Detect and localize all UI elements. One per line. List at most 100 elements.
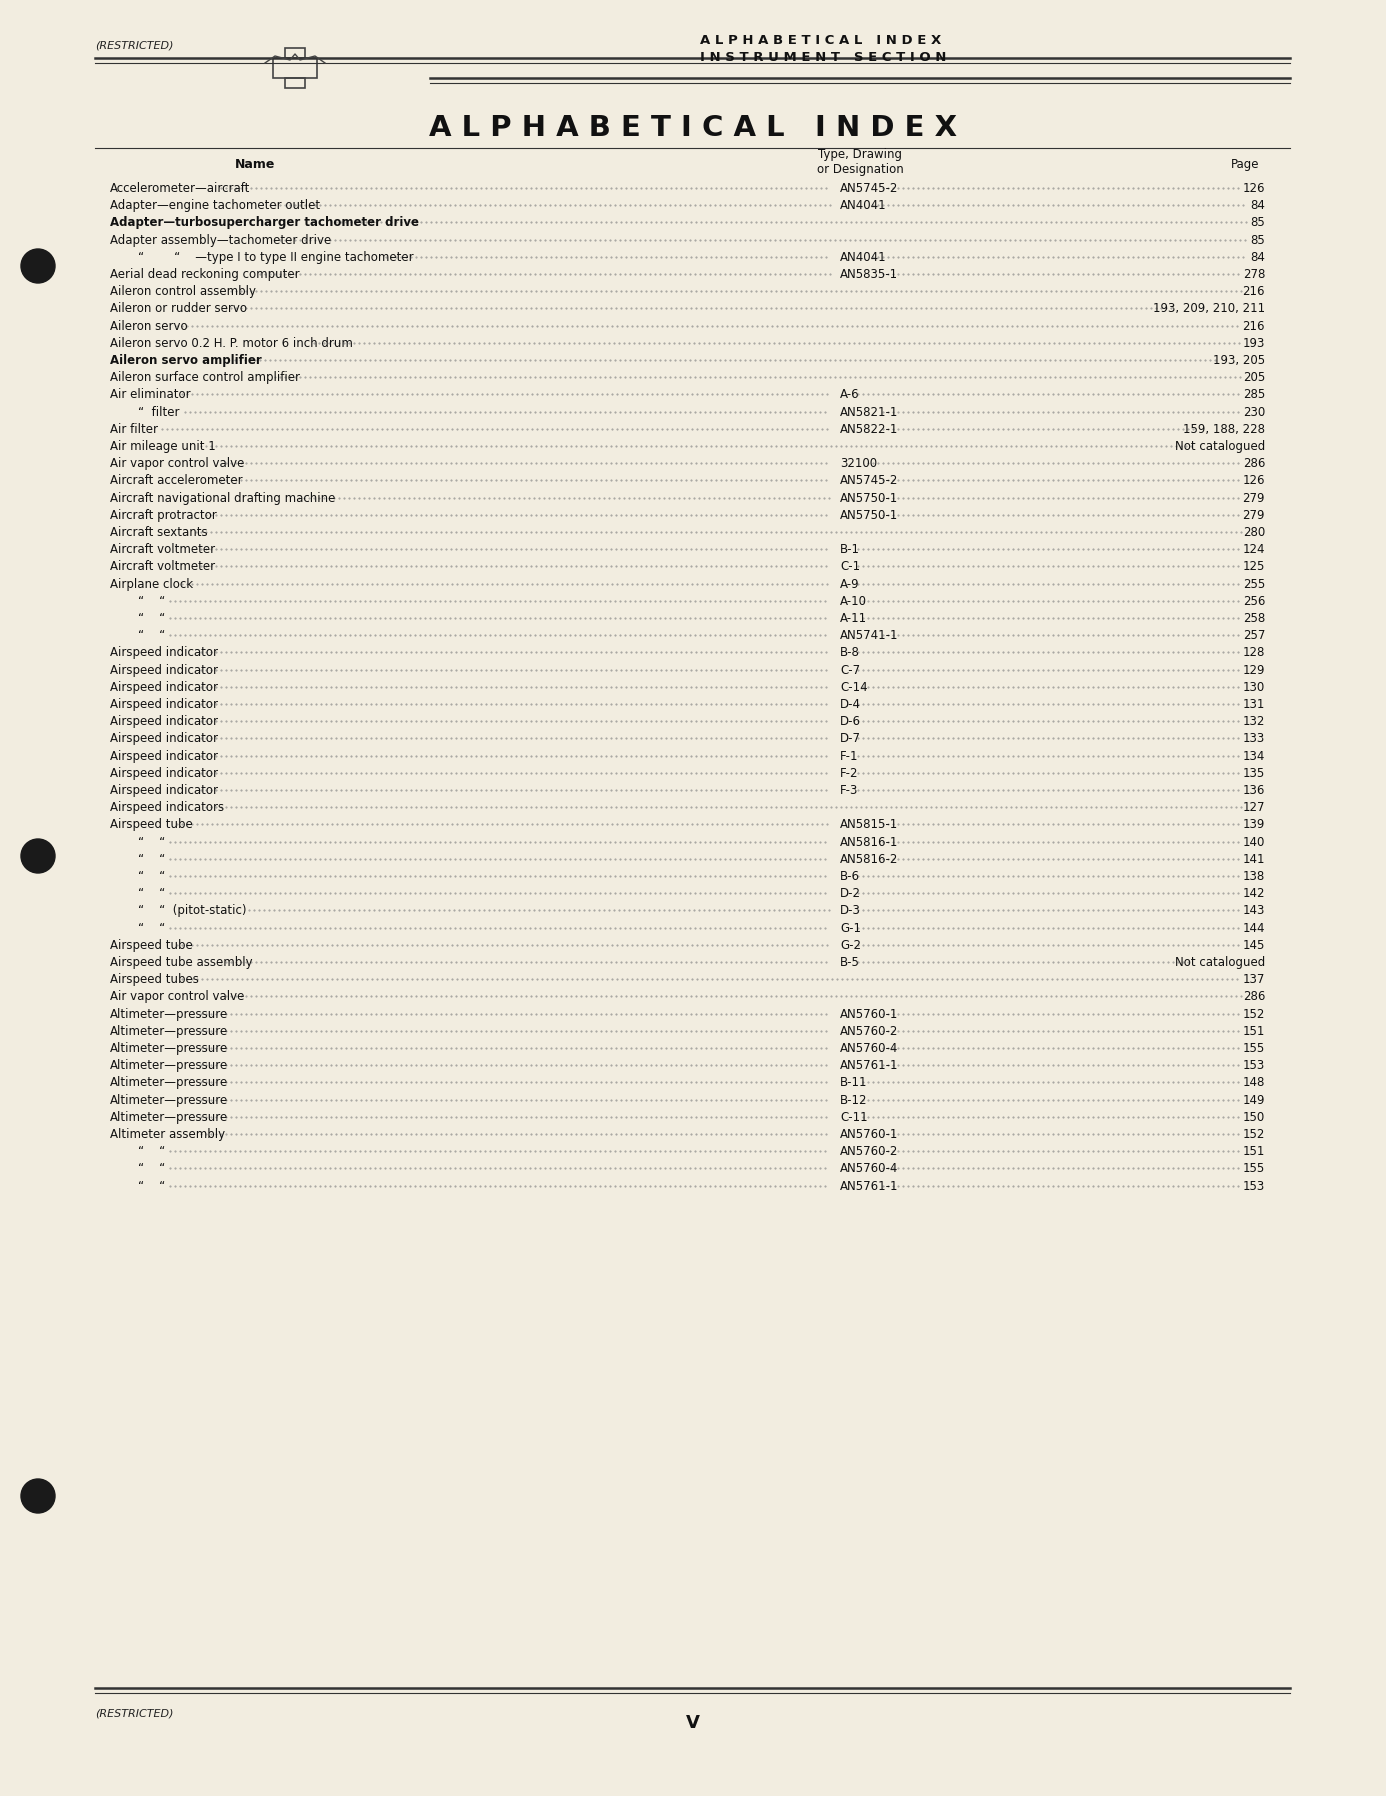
Text: AN4041: AN4041 <box>840 251 887 264</box>
Text: 151: 151 <box>1243 1026 1265 1038</box>
Text: Airspeed indicator: Airspeed indicator <box>109 767 218 779</box>
Text: AN5750-1: AN5750-1 <box>840 508 898 523</box>
Text: Aileron servo 0.2 H. P. motor 6 inch drum: Aileron servo 0.2 H. P. motor 6 inch dru… <box>109 338 353 350</box>
Text: 149: 149 <box>1242 1094 1265 1106</box>
Text: 216: 216 <box>1242 320 1265 332</box>
Text: 257: 257 <box>1243 629 1265 643</box>
Text: Adapter assembly—tachometer drive: Adapter assembly—tachometer drive <box>109 233 331 246</box>
Text: 140: 140 <box>1243 835 1265 848</box>
Text: 153: 153 <box>1243 1060 1265 1072</box>
Text: Airplane clock: Airplane clock <box>109 578 193 591</box>
Text: Air vapor control valve: Air vapor control valve <box>109 990 244 1004</box>
Text: 193, 205: 193, 205 <box>1213 354 1265 366</box>
Text: 153: 153 <box>1243 1180 1265 1193</box>
Text: A L P H A B E T I C A L   I N D E X: A L P H A B E T I C A L I N D E X <box>700 34 941 47</box>
Text: Aileron surface control amplifier: Aileron surface control amplifier <box>109 372 299 384</box>
Text: Aileron or rudder servo: Aileron or rudder servo <box>109 302 247 316</box>
Text: 285: 285 <box>1243 388 1265 401</box>
Text: Airspeed indicators: Airspeed indicators <box>109 801 225 814</box>
Text: Altimeter—pressure: Altimeter—pressure <box>109 1042 229 1054</box>
Text: “    “: “ “ <box>139 887 165 900</box>
Text: Airspeed indicator: Airspeed indicator <box>109 715 218 727</box>
Text: 155: 155 <box>1243 1042 1265 1054</box>
Text: 137: 137 <box>1243 973 1265 986</box>
Circle shape <box>21 1478 55 1512</box>
Text: 32100: 32100 <box>840 458 877 471</box>
Text: 286: 286 <box>1243 458 1265 471</box>
Text: 130: 130 <box>1243 681 1265 693</box>
Text: 134: 134 <box>1243 749 1265 763</box>
Text: F-3: F-3 <box>840 785 858 797</box>
Text: 138: 138 <box>1243 869 1265 884</box>
Text: Altimeter—pressure: Altimeter—pressure <box>109 1076 229 1090</box>
Text: Aileron servo: Aileron servo <box>109 320 187 332</box>
Text: “  filter: “ filter <box>139 406 180 418</box>
Text: Altimeter—pressure: Altimeter—pressure <box>109 1094 229 1106</box>
Text: C-1: C-1 <box>840 560 861 573</box>
Text: 85: 85 <box>1250 216 1265 230</box>
Text: Altimeter—pressure: Altimeter—pressure <box>109 1026 229 1038</box>
Text: 126: 126 <box>1242 181 1265 196</box>
Text: B-12: B-12 <box>840 1094 868 1106</box>
Text: B-8: B-8 <box>840 647 859 659</box>
Text: 84: 84 <box>1250 251 1265 264</box>
Text: G-2: G-2 <box>840 939 861 952</box>
Text: Air mileage unit 1: Air mileage unit 1 <box>109 440 216 453</box>
Text: 159, 188, 228: 159, 188, 228 <box>1184 422 1265 436</box>
Text: “    “: “ “ <box>139 1162 165 1175</box>
Text: “    “  (pitot-static): “ “ (pitot-static) <box>139 905 247 918</box>
Text: “    “: “ “ <box>139 853 165 866</box>
Text: 155: 155 <box>1243 1162 1265 1175</box>
Text: 84: 84 <box>1250 199 1265 212</box>
Text: AN5745-2: AN5745-2 <box>840 181 898 196</box>
Text: AN5761-1: AN5761-1 <box>840 1060 898 1072</box>
Text: Altimeter—pressure: Altimeter—pressure <box>109 1110 229 1124</box>
Text: Type, Drawing: Type, Drawing <box>818 147 902 162</box>
Text: or Designation: or Designation <box>816 163 904 176</box>
Text: Page: Page <box>1231 158 1260 171</box>
Text: AN5760-4: AN5760-4 <box>840 1162 898 1175</box>
Text: 145: 145 <box>1243 939 1265 952</box>
Text: 279: 279 <box>1242 492 1265 505</box>
Text: (RESTRICTED): (RESTRICTED) <box>96 1708 173 1719</box>
Text: Aircraft navigational drafting machine: Aircraft navigational drafting machine <box>109 492 335 505</box>
Text: Aileron control assembly: Aileron control assembly <box>109 286 256 298</box>
Text: Airspeed indicator: Airspeed indicator <box>109 749 218 763</box>
Text: 152: 152 <box>1243 1008 1265 1020</box>
Text: 143: 143 <box>1243 905 1265 918</box>
Text: “    “: “ “ <box>139 594 165 607</box>
Text: “    “: “ “ <box>139 1180 165 1193</box>
Text: AN5821-1: AN5821-1 <box>840 406 898 418</box>
Text: 278: 278 <box>1243 268 1265 280</box>
Text: D-3: D-3 <box>840 905 861 918</box>
Text: AN5816-1: AN5816-1 <box>840 835 898 848</box>
Text: A L P H A B E T I C A L   I N D E X: A L P H A B E T I C A L I N D E X <box>428 113 958 142</box>
Text: A-10: A-10 <box>840 594 868 607</box>
Text: Airspeed indicator: Airspeed indicator <box>109 785 218 797</box>
Text: Air vapor control valve: Air vapor control valve <box>109 458 244 471</box>
Text: D-2: D-2 <box>840 887 861 900</box>
Text: 256: 256 <box>1243 594 1265 607</box>
Text: 126: 126 <box>1242 474 1265 487</box>
Text: 193, 209, 210, 211: 193, 209, 210, 211 <box>1153 302 1265 316</box>
Text: “    “: “ “ <box>139 869 165 884</box>
Text: B-11: B-11 <box>840 1076 868 1090</box>
Text: 136: 136 <box>1243 785 1265 797</box>
Text: A-6: A-6 <box>840 388 859 401</box>
Text: G-1: G-1 <box>840 921 861 934</box>
Text: 139: 139 <box>1243 819 1265 832</box>
Text: Aircraft voltmeter: Aircraft voltmeter <box>109 542 215 557</box>
Text: 131: 131 <box>1243 699 1265 711</box>
Text: 150: 150 <box>1243 1110 1265 1124</box>
Text: 124: 124 <box>1242 542 1265 557</box>
Text: Airspeed tube: Airspeed tube <box>109 939 193 952</box>
Text: 132: 132 <box>1243 715 1265 727</box>
Text: Altimeter—pressure: Altimeter—pressure <box>109 1008 229 1020</box>
Text: 279: 279 <box>1242 508 1265 523</box>
Text: 127: 127 <box>1242 801 1265 814</box>
Text: Name: Name <box>234 158 276 171</box>
Text: Airspeed indicator: Airspeed indicator <box>109 647 218 659</box>
Text: (RESTRICTED): (RESTRICTED) <box>96 40 173 50</box>
Text: Airspeed indicator: Airspeed indicator <box>109 681 218 693</box>
Text: AN5760-2: AN5760-2 <box>840 1146 898 1158</box>
